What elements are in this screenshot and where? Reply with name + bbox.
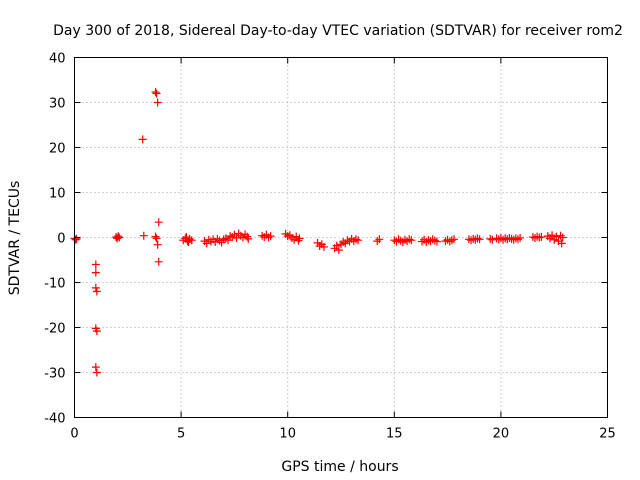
x-tick-label: 5 bbox=[177, 427, 185, 442]
data-point bbox=[266, 232, 275, 241]
data-point bbox=[154, 257, 163, 266]
data-point bbox=[334, 246, 343, 255]
data-point bbox=[537, 233, 546, 242]
data-point bbox=[151, 88, 160, 97]
data-point bbox=[154, 218, 163, 227]
y-tick-label: 30 bbox=[49, 97, 66, 112]
data-point bbox=[375, 235, 384, 244]
x-tick-label: 15 bbox=[386, 427, 403, 442]
y-tick-label: 10 bbox=[49, 187, 66, 202]
y-tick-label: 40 bbox=[49, 52, 66, 67]
data-point bbox=[516, 233, 525, 242]
grid bbox=[74, 57, 608, 418]
x-tick-label: 20 bbox=[493, 427, 510, 442]
data-point bbox=[91, 260, 100, 269]
axis-ticks: 0 5 10 15 20 25 -40 -30 -20 -10 0 10 20 30 40 bbox=[44, 52, 616, 442]
data-point bbox=[114, 232, 123, 241]
data-point bbox=[138, 135, 147, 144]
data-point bbox=[91, 268, 100, 277]
y-axis-label: SDTVAR / TECUs bbox=[7, 181, 23, 296]
y-tick-label: 0 bbox=[57, 232, 65, 247]
data-point bbox=[153, 98, 162, 107]
data-point bbox=[557, 239, 566, 248]
data-point bbox=[548, 231, 557, 240]
chart-title: Day 300 of 2018, Sidereal Day-to-day VTE… bbox=[53, 23, 623, 39]
y-tick-label: -30 bbox=[44, 367, 65, 382]
data-point bbox=[258, 231, 267, 240]
data-points bbox=[70, 88, 567, 377]
data-point bbox=[403, 237, 412, 246]
data-point bbox=[91, 363, 100, 372]
data-point bbox=[182, 233, 191, 242]
data-point bbox=[354, 236, 363, 245]
data-point bbox=[432, 237, 441, 246]
y-tick-label: 20 bbox=[49, 142, 66, 157]
data-point bbox=[332, 241, 341, 250]
data-point bbox=[473, 234, 482, 243]
y-tick-label: -20 bbox=[44, 322, 65, 337]
data-point bbox=[152, 89, 161, 98]
data-point bbox=[295, 234, 304, 243]
data-point bbox=[552, 232, 561, 241]
y-tick-label: -10 bbox=[44, 277, 65, 292]
x-tick-label: 0 bbox=[70, 427, 78, 442]
data-point bbox=[139, 231, 148, 240]
data-point bbox=[475, 235, 484, 244]
data-point bbox=[449, 235, 458, 244]
data-point bbox=[319, 242, 328, 251]
x-axis-label: GPS time / hours bbox=[281, 459, 398, 475]
plot-frame bbox=[74, 57, 608, 418]
data-point bbox=[513, 235, 522, 244]
x-tick-label: 25 bbox=[599, 427, 616, 442]
x-tick-label: 10 bbox=[279, 427, 296, 442]
data-point bbox=[115, 233, 124, 242]
data-point bbox=[151, 232, 160, 241]
data-point bbox=[373, 237, 382, 246]
y-tick-label: -40 bbox=[44, 412, 65, 427]
data-point bbox=[556, 231, 565, 240]
data-point bbox=[244, 234, 253, 243]
data-point bbox=[92, 368, 101, 377]
data-point bbox=[92, 327, 101, 336]
data-point bbox=[152, 234, 161, 243]
data-point bbox=[71, 235, 80, 244]
data-point bbox=[430, 236, 439, 245]
data-point bbox=[224, 236, 233, 245]
data-point bbox=[184, 238, 193, 246]
data-point bbox=[91, 283, 100, 292]
data-point bbox=[407, 236, 416, 245]
data-point bbox=[72, 234, 81, 243]
data-point bbox=[153, 240, 162, 249]
data-point bbox=[558, 233, 567, 242]
data-point bbox=[92, 287, 101, 296]
